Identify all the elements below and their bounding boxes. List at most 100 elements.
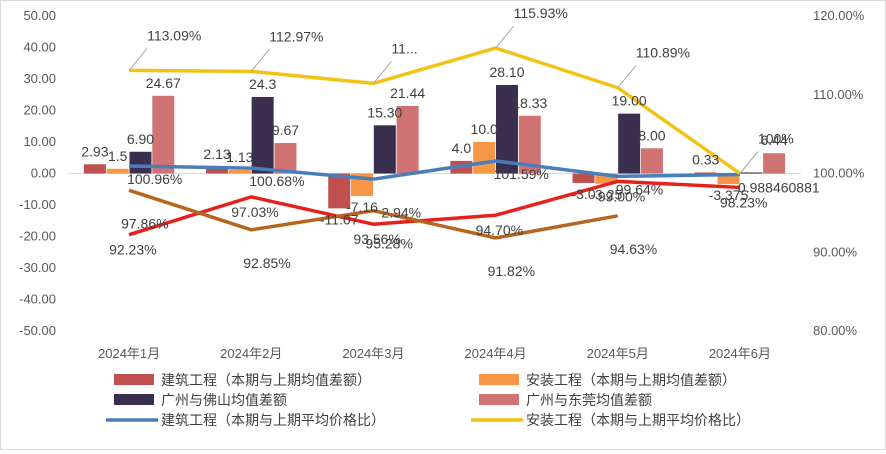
y-left-tick-label: 50.00 — [23, 8, 56, 23]
bar-1 — [572, 173, 595, 183]
y-left-tick-label: 10.00 — [23, 134, 56, 149]
bar-3 — [251, 96, 274, 174]
line-data-label: 115.93% — [514, 5, 568, 21]
leader-line — [617, 65, 637, 89]
bar-3 — [129, 151, 152, 174]
bar-2 — [106, 168, 129, 174]
y-left-tick-label: 30.00 — [23, 71, 56, 86]
legend-label: 安装工程（本期与上期均值差额） — [526, 372, 736, 388]
bar-1 — [328, 173, 351, 209]
y-right-tick-label: 110.00% — [813, 87, 864, 102]
legend: 建筑工程（本期与上期均值差额） 安装工程（本期与上期均值差额） 广州与佛山均值差额 广… — [106, 372, 750, 428]
bar-data-label: 28.10 — [489, 64, 524, 80]
line-data-label: 100.96% — [127, 171, 182, 187]
bar-data-label: 21.44 — [390, 85, 425, 101]
bar-data-label: -3.375 — [709, 187, 749, 203]
y-right-tick-label: 90.00% — [813, 244, 858, 259]
y-left-tick-label: 40.00 — [23, 40, 56, 55]
line-data-label: 99.00% — [598, 188, 645, 204]
bar-2 — [228, 169, 251, 174]
x-tick-label: 2024年5月 — [587, 346, 649, 361]
bar-1 — [206, 166, 229, 174]
x-tick-label: 2024年3月 — [342, 346, 404, 361]
x-axis: 2024年1月 2024年2月 2024年3月 2024年4月 2024年5月 2024年… — [68, 173, 801, 361]
line-data-label: 100% — [758, 131, 794, 147]
line-data-label: 99.64% — [616, 181, 663, 197]
line-data-label: 95.28% — [365, 236, 412, 252]
bar-data-label: 0.33 — [692, 151, 719, 167]
leader-line — [250, 49, 270, 72]
y-right-tick-label: 100.00% — [813, 166, 865, 181]
x-tick-label: 2024年1月 — [98, 346, 160, 361]
y-left-tick-label: -40.00 — [19, 292, 56, 307]
y-left-tick-label: 20.00 — [23, 103, 56, 118]
bar-4 — [274, 143, 297, 174]
legend-label: 广州与佛山均值差额 — [161, 392, 287, 408]
data-label-group: 2.93 2.13 -11.07 4.0 -3.0 0.33 1.5 1.13 -7.16 10.… — [81, 5, 820, 279]
line-data-label: 97.03% — [231, 204, 278, 220]
bar-2 — [473, 142, 496, 174]
line-data-label: 94.70% — [476, 222, 523, 238]
bar-data-label: 6.90 — [127, 131, 154, 147]
bar-data-label: 24.67 — [146, 75, 181, 91]
bar-data-label: 24.3 — [249, 76, 276, 92]
bar-data-label: -7.16 — [346, 199, 378, 215]
bar-data-label: 2.93 — [81, 143, 108, 159]
bar-3 — [373, 125, 396, 174]
bar-2 — [717, 173, 740, 185]
line-data-label: 98.23% — [720, 194, 767, 210]
bar-data-label: 4.0 — [452, 140, 472, 156]
legend-label: 安装工程（本期与上期平均价格比） — [526, 412, 750, 428]
y-left-tick-label: 0.00 — [31, 166, 56, 181]
line-series-4 — [128, 188, 619, 240]
line-data-label: 97.86% — [121, 215, 168, 231]
y-left-tick-label: -10.00 — [19, 197, 56, 212]
line-data-label: 92.23% — [109, 242, 156, 258]
line-series-2 — [129, 46, 741, 175]
bar-4 — [152, 95, 175, 174]
x-tick-label: 2024年2月 — [220, 346, 282, 361]
line-data-label: 11... — [391, 40, 417, 56]
bar-data-label: 18.33 — [512, 95, 547, 111]
legend-label: 建筑工程（本期与上期平均价格比） — [161, 412, 385, 428]
bar-3 — [740, 172, 763, 174]
y-axis-left: 50.00 40.00 30.00 20.00 10.00 0.00 -10.00 -20.0… — [19, 8, 56, 338]
bar-data-label: 15.30 — [367, 104, 402, 120]
line-data-label: 101.59% — [494, 166, 549, 182]
bar-data-label: 1.5 — [108, 148, 128, 164]
bar-4 — [640, 148, 663, 174]
line-data-label: 0.988460881 — [738, 179, 820, 195]
bar-2 — [595, 173, 618, 184]
line-data-label: 110.89% — [636, 45, 690, 61]
bar-data-label: 10.0 — [471, 121, 498, 137]
leader-line — [739, 151, 759, 174]
bar-4 — [518, 115, 541, 174]
bar-1 — [83, 164, 106, 174]
line-series-1 — [129, 159, 740, 181]
line-data-label: 112.97% — [269, 28, 323, 44]
x-tick-label: 2024年6月 — [709, 346, 771, 361]
line-data-label: 113.09% — [147, 27, 201, 43]
x-tick-label: 2024年4月 — [465, 346, 527, 361]
line-series-3 — [128, 179, 741, 237]
y-left-tick-label: -50.00 — [19, 323, 56, 338]
line-data-label: 93.56% — [353, 231, 400, 247]
bar-4 — [763, 153, 786, 174]
legend-swatch-bar — [114, 374, 154, 385]
y-axis-right: 120.00% 110.00% 100.00% 90.00% 80.00% — [813, 8, 865, 338]
legend-swatch-bar — [479, 374, 519, 385]
leader-line — [373, 61, 392, 84]
bar-data-label: -3.0 — [571, 186, 595, 202]
legend-label: 广州与东莞均值差额 — [526, 392, 652, 408]
extra-data-label: 2.94% — [381, 205, 421, 221]
bar-data-label: 1.13 — [226, 149, 253, 165]
y-left-tick-label: -30.00 — [19, 260, 56, 275]
line-data-label: 92.85% — [243, 255, 290, 271]
bar-1 — [694, 172, 717, 174]
legend-label: 建筑工程（本期与上期均值差额） — [161, 372, 371, 388]
leader-line — [128, 48, 148, 71]
y-right-tick-label: 120.00% — [813, 8, 865, 23]
bar-data-label: 6.44 — [760, 132, 787, 148]
